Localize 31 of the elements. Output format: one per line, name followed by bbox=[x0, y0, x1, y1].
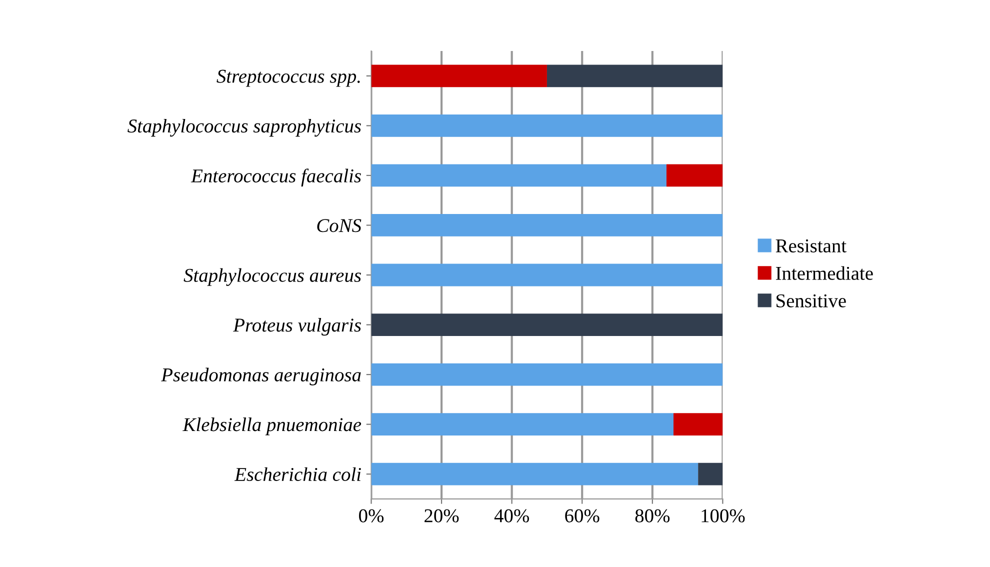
x-tick-label: 20% bbox=[424, 509, 459, 522]
y-tick-label: CoNS bbox=[317, 219, 362, 232]
x-tick-label: 40% bbox=[494, 509, 529, 522]
bar bbox=[698, 462, 723, 486]
bar bbox=[371, 64, 547, 88]
legend-label: Intermediate bbox=[776, 266, 873, 280]
x-tick-label: 0% bbox=[359, 509, 384, 522]
bar bbox=[371, 462, 698, 486]
x-tick-label: 60% bbox=[565, 509, 600, 522]
x-tick-label: 80% bbox=[635, 509, 670, 522]
bar bbox=[371, 264, 723, 286]
y-tick-label: Proteus vulgaris bbox=[233, 318, 361, 336]
bar bbox=[371, 114, 723, 137]
bar bbox=[666, 164, 723, 187]
y-tick-label: Pseudomonas aeruginosa bbox=[161, 368, 361, 386]
y-tick-label: Enterococcus faecalis bbox=[190, 168, 361, 186]
bar bbox=[673, 413, 723, 436]
y-tick-label: Klebsiella pnuemoniae bbox=[182, 418, 362, 436]
y-tick-label: Staphylococcus saprophyticus bbox=[128, 118, 361, 137]
legend-label: Resistant bbox=[776, 239, 846, 252]
bar bbox=[371, 314, 723, 336]
y-tick-label: Staphylococcus aureus bbox=[184, 268, 361, 286]
bar bbox=[371, 363, 723, 386]
legend-label: Sensitive bbox=[776, 294, 846, 308]
y-tick-label: Streptococcus spp. bbox=[216, 70, 360, 87]
bar bbox=[546, 64, 723, 88]
x-tick-label: 100% bbox=[702, 509, 745, 522]
y-tick-label: Escherichia coli bbox=[234, 467, 361, 482]
bar bbox=[371, 214, 723, 236]
bar bbox=[371, 164, 666, 187]
bar bbox=[371, 413, 674, 436]
